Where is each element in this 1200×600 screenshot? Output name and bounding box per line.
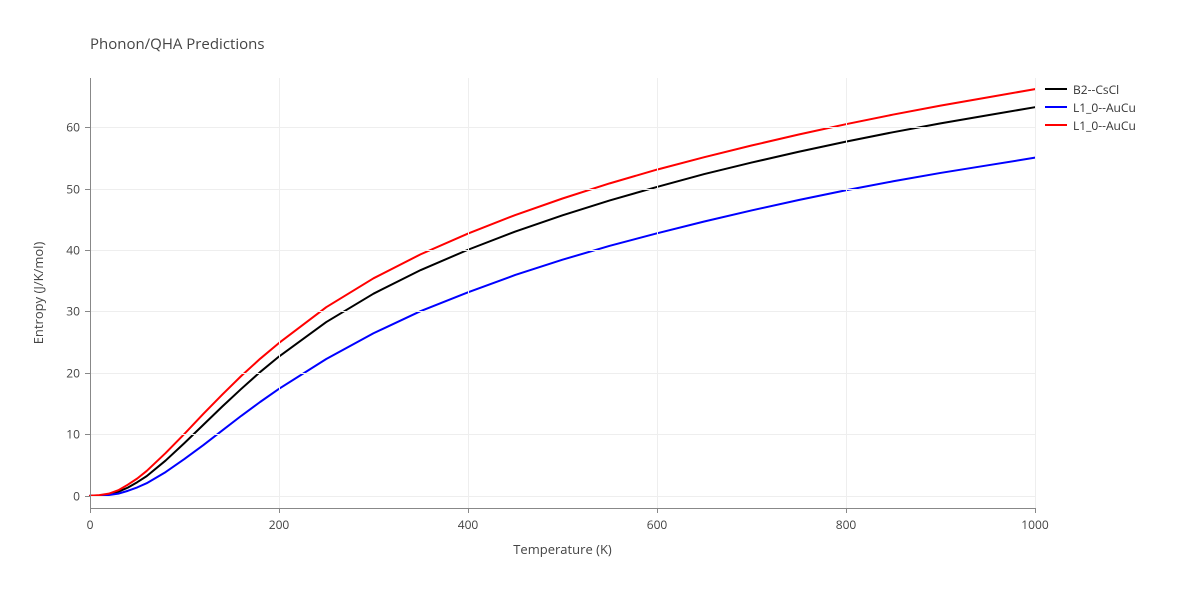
gridline-horizontal — [90, 373, 1035, 374]
legend-item[interactable]: L1_0--AuCu — [1045, 116, 1136, 134]
gridline-vertical — [846, 78, 847, 508]
x-tick-label: 200 — [269, 516, 290, 533]
legend-label: L1_0--AuCu — [1073, 99, 1136, 116]
gridline-horizontal — [90, 127, 1035, 128]
legend-label: B2--CsCl — [1073, 81, 1119, 98]
y-tick-label: 30 — [66, 303, 80, 320]
gridline-horizontal — [90, 250, 1035, 251]
chart-title: Phonon/QHA Predictions — [90, 34, 265, 54]
series-line[interactable] — [90, 107, 1035, 496]
x-tick-label: 600 — [647, 516, 668, 533]
x-axis-title: Temperature (K) — [513, 540, 612, 558]
y-tick-label: 50 — [66, 180, 80, 197]
y-tick-label: 60 — [66, 119, 80, 136]
y-tick-label: 40 — [66, 242, 80, 259]
gridline-vertical — [279, 78, 280, 508]
legend: B2--CsClL1_0--AuCuL1_0--AuCu — [1045, 80, 1136, 134]
y-axis-title: Entropy (J/K/mol) — [29, 242, 47, 345]
legend-swatch — [1045, 88, 1067, 90]
y-tick-label: 10 — [66, 426, 80, 443]
plot-area[interactable] — [90, 78, 1035, 508]
gridline-horizontal — [90, 496, 1035, 497]
legend-swatch — [1045, 124, 1067, 126]
x-tick-label: 0 — [87, 516, 94, 533]
chart-container: Phonon/QHA Predictions Temperature (K) E… — [0, 0, 1200, 600]
legend-item[interactable]: L1_0--AuCu — [1045, 98, 1136, 116]
gridline-horizontal — [90, 311, 1035, 312]
x-tick-label: 400 — [458, 516, 479, 533]
x-tick-label: 800 — [836, 516, 857, 533]
legend-swatch — [1045, 106, 1067, 108]
gridline-horizontal — [90, 189, 1035, 190]
series-line[interactable] — [90, 158, 1035, 496]
legend-item[interactable]: B2--CsCl — [1045, 80, 1136, 98]
gridline-vertical — [468, 78, 469, 508]
axis-line-bottom — [90, 508, 1035, 509]
x-tick — [1035, 508, 1036, 513]
axis-line-left — [90, 78, 91, 508]
gridline-vertical — [657, 78, 658, 508]
gridline-vertical — [1035, 78, 1036, 508]
y-tick-label: 20 — [66, 364, 80, 381]
legend-label: L1_0--AuCu — [1073, 117, 1136, 134]
x-tick-label: 1000 — [1021, 516, 1048, 533]
line-layer — [90, 78, 1035, 508]
gridline-horizontal — [90, 434, 1035, 435]
y-tick-label: 0 — [73, 487, 80, 504]
